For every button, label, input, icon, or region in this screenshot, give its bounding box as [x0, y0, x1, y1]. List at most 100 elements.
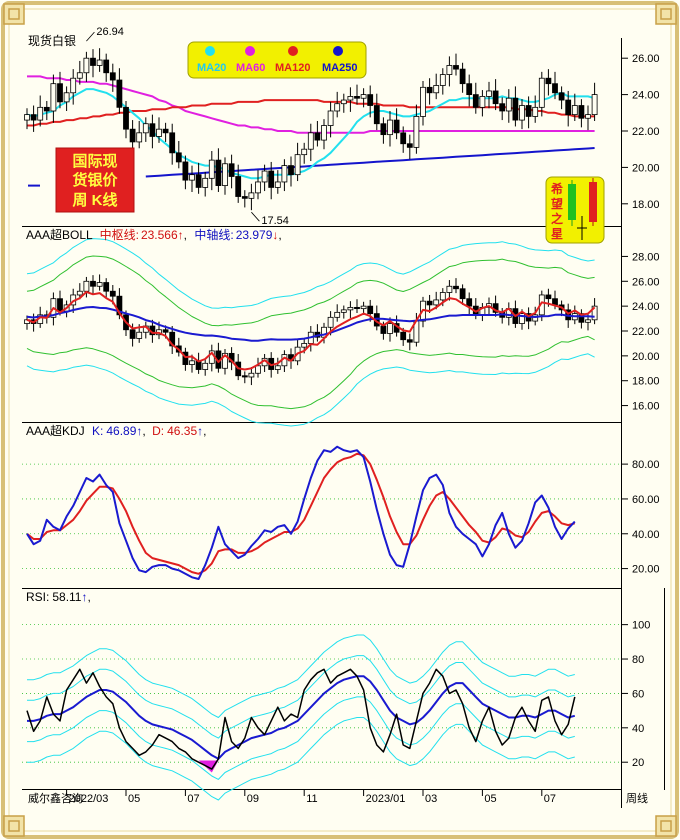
price-candle [360, 88, 367, 108]
price-candle [63, 86, 70, 111]
price-candle [261, 164, 268, 192]
price-candle [532, 95, 539, 123]
price-candle [136, 120, 143, 149]
price-candle [169, 123, 176, 165]
boll-axis-tick-label: 24.00 [632, 301, 660, 313]
price-candle [195, 162, 202, 194]
boll-axis-tick-label: 16.00 [632, 401, 660, 413]
kdj-k-arrow: ↑ [136, 424, 142, 438]
boll-candle [142, 321, 149, 339]
price-candle [43, 100, 50, 121]
boll-candle [76, 283, 83, 300]
extreme-label: 26.94 [96, 26, 124, 38]
price-axis-tick-label: 24.00 [632, 90, 660, 102]
price-candle [248, 183, 255, 211]
boll-candle [248, 367, 255, 386]
price-candle [340, 93, 347, 113]
logo-char-2: 望 [551, 196, 563, 211]
boll-axis-line [26, 306, 595, 342]
price-panel: 26.94 17.54 [24, 26, 598, 227]
badge-line-1: 国际现 [72, 153, 117, 170]
price-candle [202, 171, 209, 197]
boll-candle [274, 357, 281, 374]
price-axis-tick-label: 26.00 [632, 53, 660, 65]
price-candle [70, 69, 77, 105]
ma250-legend-label: MA250 [322, 62, 357, 74]
price-candle [545, 69, 552, 96]
price-candle [235, 164, 242, 203]
rsi-panel [26, 634, 576, 801]
price-candle [512, 86, 519, 127]
price-candle [175, 141, 182, 169]
price-candle [558, 86, 565, 110]
extreme-pointer [86, 31, 95, 42]
price-candle [472, 82, 479, 114]
price-candle [565, 90, 572, 127]
price-candle [446, 56, 453, 87]
badge-line-3: 周 K线 [72, 191, 117, 209]
price-candle [57, 71, 63, 109]
price-candle [453, 53, 459, 76]
boll-candle [472, 298, 479, 320]
boll-title: AAA超BOLL 中枢线: 23.566↑, 中轴线: 23.979↓, [26, 227, 282, 242]
boll-candle [202, 358, 209, 376]
logo-char-4: 星 [551, 227, 563, 241]
price-candle [380, 117, 387, 144]
x-axis-tick-label: 03 [425, 793, 437, 805]
x-axis: 2022/03 05 07 09 11 2023/01 03 05 07 [66, 790, 556, 805]
ma-legend: MA20 MA60 MA120 MA250 [187, 41, 367, 79]
vendor-label: 威尔鑫咨询 [28, 791, 83, 805]
boll-candle [367, 299, 374, 322]
boll-axis-tick-label: 18.00 [632, 376, 660, 388]
window-title: 现货白银 [28, 33, 76, 48]
x-axis-tick-label: 05 [484, 793, 496, 805]
ma60-legend-label: MA60 [236, 62, 265, 74]
boll-candle [195, 352, 202, 374]
price-axis-tick-label: 18.00 [632, 199, 660, 211]
badge-line-2: 货银价 [72, 171, 118, 189]
price-candle [400, 126, 407, 153]
extreme-pointer [251, 211, 260, 222]
kdj-k-line [26, 445, 576, 580]
logo-candles-icon [568, 178, 597, 240]
price-candle [327, 101, 334, 138]
x-axis-tick-label: 09 [247, 793, 259, 805]
price-candle [50, 74, 57, 123]
price-candle [162, 122, 169, 142]
price-candle [406, 134, 413, 160]
kdj-title-name: AAA超KDJ [26, 423, 85, 438]
boll-candle [479, 303, 486, 322]
price-candle [499, 97, 506, 121]
rsi-value: 58.11 [52, 590, 81, 604]
price-candle [268, 161, 275, 200]
price-candle [571, 93, 578, 121]
x-axis-tick-label: 05 [128, 793, 140, 805]
x-axis-tick-label: 11 [306, 793, 317, 805]
kdj-d-arrow: ↑ [197, 424, 203, 438]
boll-candle [525, 307, 532, 330]
boll-candle [261, 353, 268, 373]
ma20-legend-label: MA20 [197, 62, 226, 74]
price-candle [373, 93, 380, 131]
boll-candle [103, 278, 110, 298]
boll-candle [215, 342, 222, 373]
boll-candle [347, 301, 354, 318]
boll-candle [453, 278, 459, 294]
price-candle [459, 62, 466, 93]
price-candle [149, 114, 156, 149]
boll-candle [208, 344, 215, 372]
price-candle [347, 87, 354, 112]
price-candle [466, 74, 473, 107]
boll-lower [26, 335, 595, 410]
kdj-d-label: D: [152, 424, 164, 438]
price-candle [294, 142, 301, 182]
ma20-legend-dot-icon [205, 46, 215, 56]
price-candle [83, 51, 90, 82]
price-candle [426, 78, 433, 105]
rsi-arrow: ↑ [81, 590, 87, 604]
ma60-legend-dot-icon [245, 46, 255, 56]
kdj-axis-tick-label: 40.00 [632, 529, 660, 541]
kdj-axis-tick-label: 60.00 [632, 494, 660, 506]
boll-panel [24, 238, 598, 427]
